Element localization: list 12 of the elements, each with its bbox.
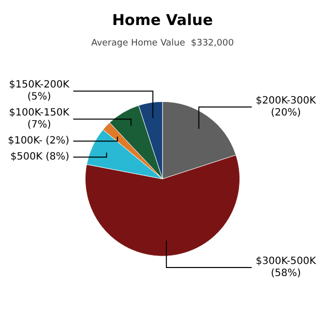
slice-label: $200K-300K	[256, 96, 316, 107]
slice-label: $300K-500K	[256, 256, 316, 268]
data-label: (7%)	[27, 120, 52, 131]
slice-label: $150K-200K	[9, 80, 70, 91]
slice-label: $500K (8%)	[10, 152, 70, 163]
data-label: (58%)	[270, 268, 301, 280]
chart-subtitle: Average Home Value $332,000	[91, 38, 234, 49]
slice-label: $100K- (2%)	[8, 136, 70, 147]
chart-title: Home Value	[112, 10, 213, 29]
data-label: (20%)	[270, 108, 301, 119]
data-label: (5%)	[27, 92, 52, 103]
slice-label: $100K-150K	[9, 108, 70, 119]
